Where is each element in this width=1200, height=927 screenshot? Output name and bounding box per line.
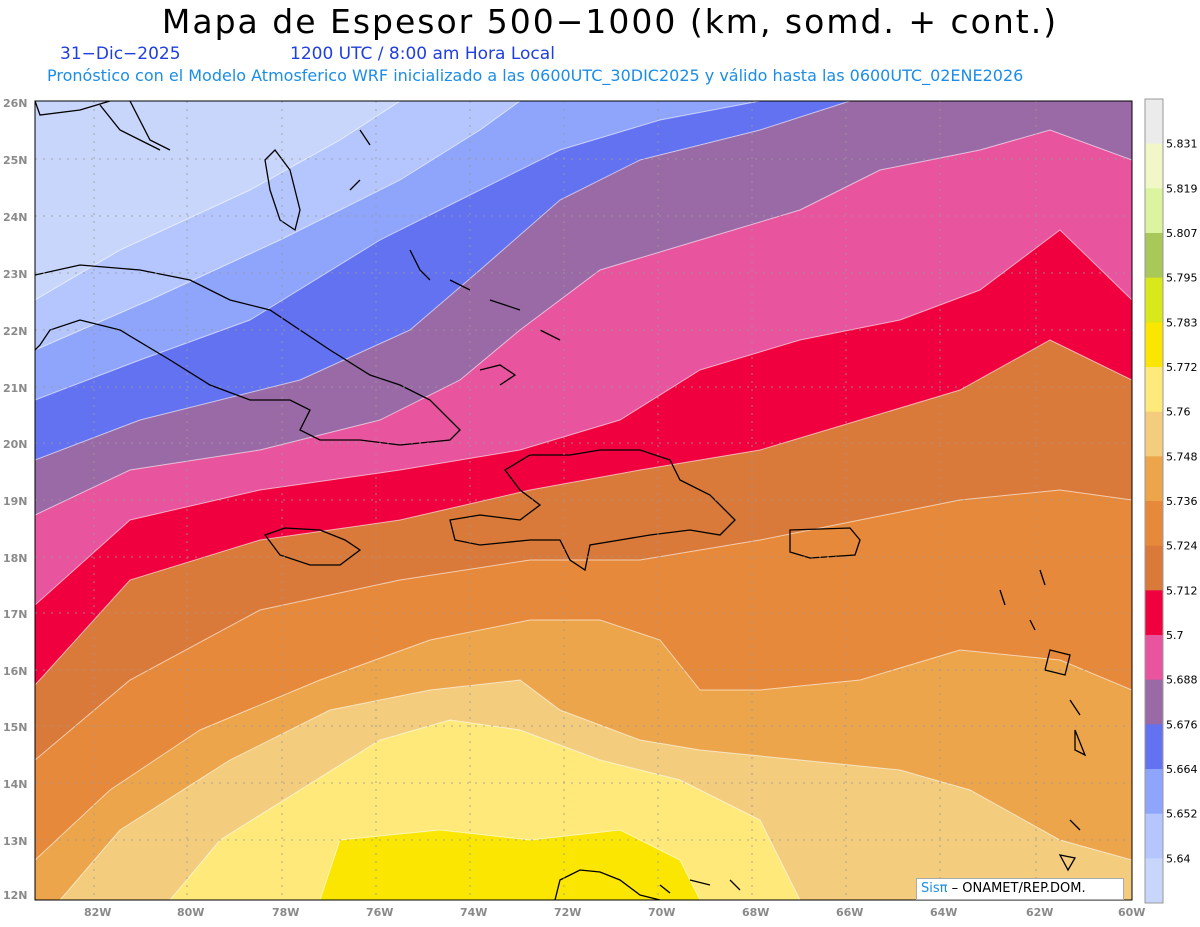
- colorbar-label: 5.783: [1166, 316, 1198, 329]
- lon-label: 72W: [554, 906, 581, 919]
- colorbar-swatch: [1145, 143, 1163, 189]
- lat-label: 19N: [3, 495, 28, 508]
- colorbar-label: 5.795: [1166, 272, 1198, 285]
- colorbar-swatch: [1145, 277, 1163, 323]
- colorbar-swatch: [1145, 322, 1163, 368]
- lat-label: 26N: [3, 97, 28, 110]
- colorbar-label: 5.712: [1166, 584, 1198, 597]
- colorbar-swatch: [1145, 769, 1163, 815]
- lat-label: 12N: [3, 889, 28, 902]
- bahamas-islands: [349, 129, 561, 386]
- puerto-rico-coast: [789, 527, 861, 559]
- lon-label: 68W: [742, 906, 769, 919]
- colorbar-swatch: [1145, 233, 1163, 279]
- model-description: Pronóstico con el Modelo Atmosferico WRF…: [47, 66, 1024, 85]
- lat-label: 24N: [3, 211, 28, 224]
- colorbar-swatch: [1145, 411, 1163, 457]
- lon-label: 70W: [648, 906, 675, 919]
- colorbar-label: 5.831: [1166, 138, 1198, 151]
- lat-label: 25N: [3, 154, 28, 167]
- jamaica-coast: [263, 527, 362, 566]
- credit-box: Sisπ – ONAMET/REP.DOM.: [916, 878, 1124, 900]
- colorbar-label: 5.652: [1166, 808, 1198, 821]
- colorbar-label: 5.819: [1166, 182, 1198, 195]
- forecast-time: 1200 UTC / 8:00 am Hora Local: [290, 44, 555, 64]
- colorbar-swatch: [1145, 501, 1163, 547]
- lat-label: 22N: [3, 325, 28, 338]
- lat-label: 18N: [3, 552, 28, 565]
- forecast-date: 31−Dic−2025: [60, 44, 181, 64]
- credit-text: – ONAMET/REP.DOM.: [951, 881, 1086, 896]
- longitude-axis: 82W 80W 78W 76W 74W 72W 70W 68W 66W 64W …: [84, 906, 1145, 919]
- band-5783: [319, 829, 701, 900]
- thickness-bands: [35, 101, 1132, 900]
- latitude-axis: 26N 25N 24N 23N 22N 21N 20N 19N 18N 17N …: [3, 97, 28, 902]
- colorbar-swatch: [1145, 635, 1163, 681]
- lat-label: 17N: [3, 608, 28, 621]
- colorbar-label: 5.664: [1166, 763, 1198, 776]
- colorbar-swatch: [1145, 188, 1163, 234]
- colorbar-label: 5.7: [1166, 629, 1184, 642]
- colorbar-swatch: [1145, 545, 1163, 591]
- florida-coast: [35, 101, 171, 151]
- lon-label: 64W: [930, 906, 957, 919]
- south-america-coast: [554, 869, 741, 900]
- coastlines: [35, 101, 1087, 900]
- colorbar-label: 5.676: [1166, 718, 1198, 731]
- colorbar-frame: [1144, 98, 1164, 904]
- colorbar-swatch: [1145, 590, 1163, 636]
- colorbar-label: 5.688: [1166, 674, 1198, 687]
- lat-label: 14N: [3, 778, 28, 791]
- colorbar-swatch: [1145, 367, 1163, 413]
- colorbar-swatch: [1145, 456, 1163, 502]
- colorbar-swatch: [1145, 724, 1163, 770]
- lon-label: 62W: [1026, 906, 1053, 919]
- lat-label: 21N: [3, 382, 28, 395]
- hispaniola-coast: [449, 449, 736, 572]
- lon-label: 78W: [272, 906, 299, 919]
- lon-label: 74W: [460, 906, 487, 919]
- lat-label: 20N: [3, 438, 28, 451]
- graticule: [35, 101, 1132, 900]
- colorbar-label: 5.807: [1166, 227, 1198, 240]
- colorbar-label: 5.772: [1166, 361, 1198, 374]
- colorbar-label: 5.748: [1166, 450, 1198, 463]
- colorbar-swatch: [1145, 858, 1163, 904]
- colorbar-label: 5.76: [1166, 406, 1191, 419]
- colorbar-label: 5.64: [1166, 852, 1191, 865]
- andros-island: [264, 149, 301, 232]
- lat-label: 23N: [3, 268, 28, 281]
- lon-label: 82W: [84, 906, 111, 919]
- colorbar-label: 5.724: [1166, 540, 1198, 553]
- lon-label: 80W: [177, 906, 204, 919]
- lesser-antilles: [999, 569, 1087, 872]
- colorbar-swatch: [1145, 99, 1163, 145]
- colorbar-swatch: [1145, 813, 1163, 859]
- sispi-logo: Sisπ: [921, 881, 948, 896]
- lat-label: 15N: [3, 721, 28, 734]
- cuba-coast: [35, 264, 461, 446]
- map-frame: [34, 100, 1133, 901]
- colorbar-swatch: [1145, 679, 1163, 725]
- lon-label: 76W: [366, 906, 393, 919]
- lon-label: 66W: [836, 906, 863, 919]
- lat-label: 13N: [3, 835, 28, 848]
- colorbar: 5.831 5.819 5.807 5.795 5.783 5.772 5.76 5.748 5…: [1144, 98, 1198, 904]
- colorbar-label: 5.736: [1166, 495, 1198, 508]
- lat-label: 16N: [3, 665, 28, 678]
- map-title: Mapa de Espesor 500−1000 (km, somd. + co…: [161, 2, 1059, 41]
- lon-label: 60W: [1118, 906, 1145, 919]
